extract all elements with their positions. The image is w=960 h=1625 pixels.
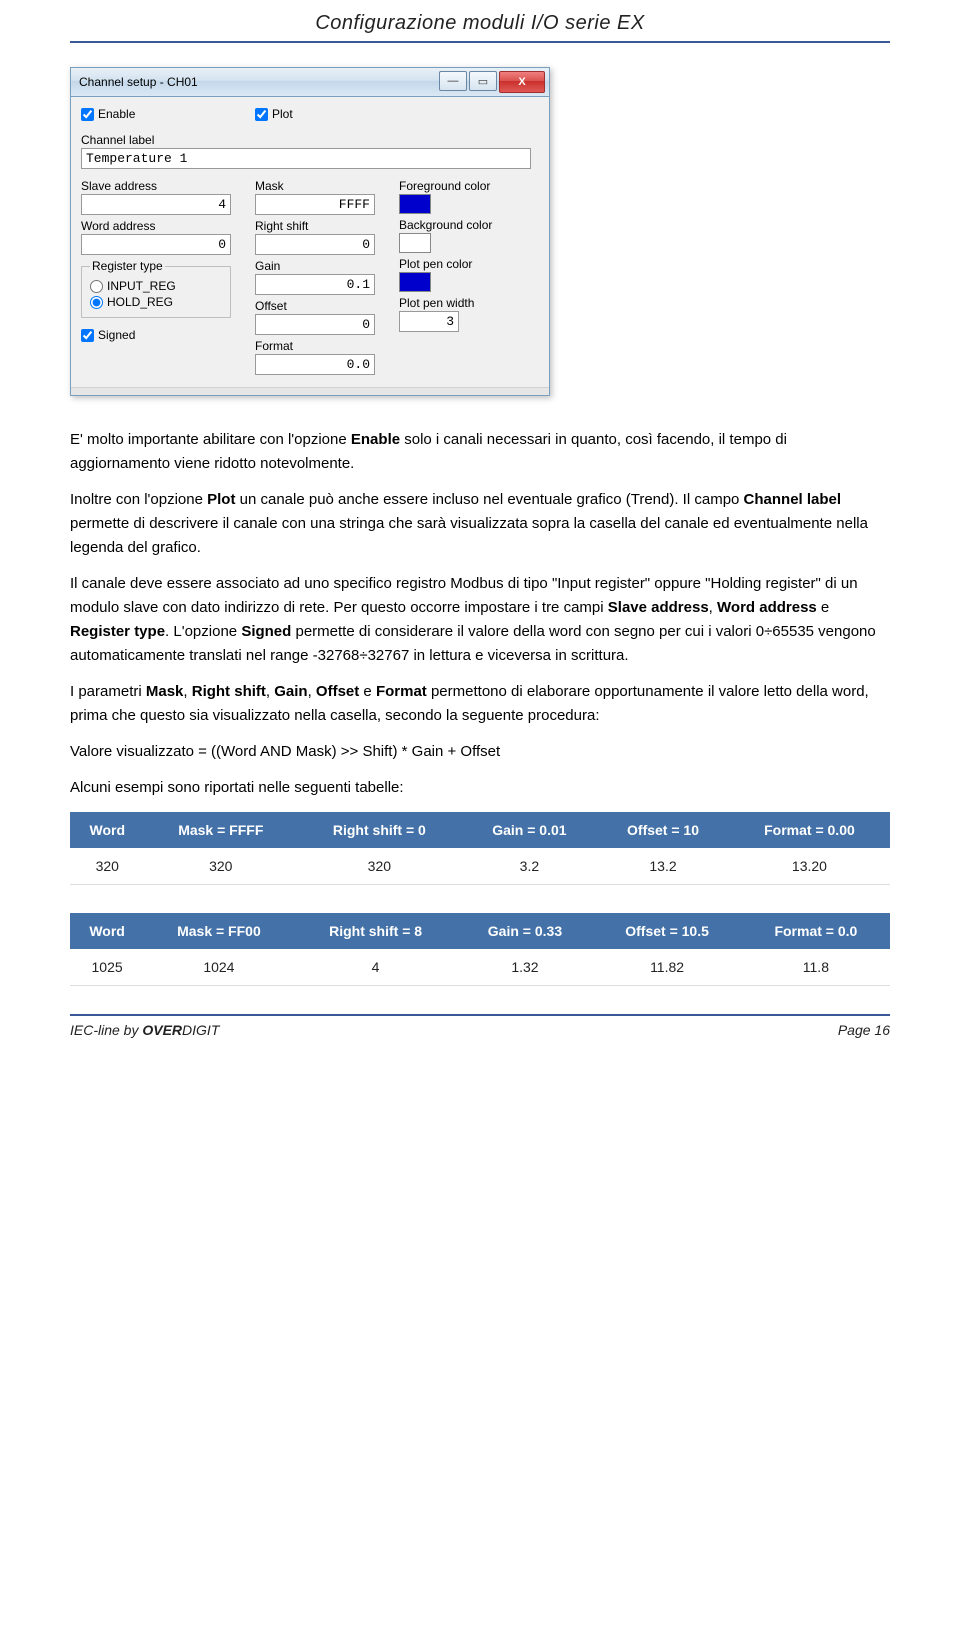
footer-brand-bold: OVER xyxy=(142,1022,182,1038)
t1-h5: Format = 0.00 xyxy=(729,812,890,848)
format-label: Format xyxy=(255,339,375,353)
table-row: 320 320 320 3.2 13.2 13.20 xyxy=(70,848,890,885)
t2-h3: Gain = 0.33 xyxy=(458,913,593,949)
t1-c0: 320 xyxy=(70,848,145,885)
channel-label-label: Channel label xyxy=(81,133,539,147)
enable-checkbox[interactable]: Enable xyxy=(81,107,231,121)
dialog-statusbar xyxy=(71,387,549,395)
paragraph-4: I parametri Mask, Right shift, Gain, Off… xyxy=(70,680,890,728)
column-right: Foreground color Background color Plot p… xyxy=(399,175,539,375)
page-footer: IEC-line by OVERDIGIT Page 16 xyxy=(70,1014,890,1038)
table-header-row: Word Mask = FFFF Right shift = 0 Gain = … xyxy=(70,812,890,848)
t2-h4: Offset = 10.5 xyxy=(592,913,741,949)
foreground-color-swatch[interactable] xyxy=(399,194,431,214)
signed-checkbox-input[interactable] xyxy=(81,329,94,342)
maximize-button[interactable]: ▭ xyxy=(469,71,497,91)
t2-h1: Mask = FF00 xyxy=(144,913,293,949)
t1-c4: 13.2 xyxy=(597,848,729,885)
t1-c2: 320 xyxy=(297,848,462,885)
mask-input[interactable] xyxy=(255,194,375,215)
slave-address-label: Slave address xyxy=(81,179,231,193)
t1-h4: Offset = 10 xyxy=(597,812,729,848)
t2-c4: 11.82 xyxy=(592,949,741,986)
document-header: Configurazione moduli I/O serie EX xyxy=(70,0,890,43)
t1-h1: Mask = FFFF xyxy=(145,812,297,848)
plot-pen-color-label: Plot pen color xyxy=(399,257,539,271)
hold-reg-label: HOLD_REG xyxy=(107,295,173,309)
t1-c1: 320 xyxy=(145,848,297,885)
right-shift-input[interactable] xyxy=(255,234,375,255)
examples-intro: Alcuni esempi sono riportati nelle segue… xyxy=(70,776,890,800)
minimize-button[interactable]: — xyxy=(439,71,467,91)
right-shift-label: Right shift xyxy=(255,219,375,233)
t2-h2: Right shift = 8 xyxy=(294,913,458,949)
t2-c5: 11.8 xyxy=(742,949,890,986)
gain-input[interactable] xyxy=(255,274,375,295)
channel-setup-dialog: Channel setup - CH01 — ▭ X Enable Plot C… xyxy=(70,67,550,396)
slave-address-input[interactable] xyxy=(81,194,231,215)
table-row: 1025 1024 4 1.32 11.82 11.8 xyxy=(70,949,890,986)
paragraph-1: E' molto importante abilitare con l'opzi… xyxy=(70,428,890,476)
word-address-input[interactable] xyxy=(81,234,231,255)
t2-c0: 1025 xyxy=(70,949,144,986)
background-color-label: Background color xyxy=(399,218,539,232)
article-body: E' molto importante abilitare con l'opzi… xyxy=(70,428,890,800)
paragraph-2: Inoltre con l'opzione Plot un canale può… xyxy=(70,488,890,560)
mask-label: Mask xyxy=(255,179,375,193)
t2-c2: 4 xyxy=(294,949,458,986)
example-table-2: Word Mask = FF00 Right shift = 8 Gain = … xyxy=(70,913,890,986)
register-type-legend: Register type xyxy=(90,259,165,273)
enable-label: Enable xyxy=(98,107,135,121)
t1-h0: Word xyxy=(70,812,145,848)
signed-checkbox[interactable]: Signed xyxy=(81,328,231,342)
plot-pen-color-swatch[interactable] xyxy=(399,272,431,292)
t2-h0: Word xyxy=(70,913,144,949)
paragraph-3: Il canale deve essere associato ad uno s… xyxy=(70,572,890,668)
dialog-titlebar[interactable]: Channel setup - CH01 — ▭ X xyxy=(71,68,549,97)
column-middle: Mask Right shift Gain Offset Format xyxy=(255,175,375,375)
background-color-swatch[interactable] xyxy=(399,233,431,253)
plot-label: Plot xyxy=(272,107,293,121)
hold-reg-radio[interactable] xyxy=(90,296,103,309)
table-header-row: Word Mask = FF00 Right shift = 8 Gain = … xyxy=(70,913,890,949)
dialog-body: Enable Plot Channel label Slave address … xyxy=(71,97,549,387)
plot-checkbox[interactable]: Plot xyxy=(255,107,293,121)
close-button[interactable]: X xyxy=(499,71,545,93)
footer-page-number: Page 16 xyxy=(838,1022,890,1038)
register-type-hold-reg[interactable]: HOLD_REG xyxy=(90,295,222,309)
offset-input[interactable] xyxy=(255,314,375,335)
plot-checkbox-input[interactable] xyxy=(255,108,268,121)
footer-brand-ital: DIGIT xyxy=(182,1022,219,1038)
t2-h5: Format = 0.0 xyxy=(742,913,890,949)
format-input[interactable] xyxy=(255,354,375,375)
input-reg-radio[interactable] xyxy=(90,280,103,293)
register-type-group: Register type INPUT_REG HOLD_REG xyxy=(81,259,231,318)
plot-pen-width-input[interactable] xyxy=(399,311,459,332)
gain-label: Gain xyxy=(255,259,375,273)
t1-h3: Gain = 0.01 xyxy=(462,812,597,848)
footer-brand: IEC-line by OVERDIGIT xyxy=(70,1022,219,1038)
t2-c1: 1024 xyxy=(144,949,293,986)
column-left: Slave address Word address Register type… xyxy=(81,175,231,375)
t1-h2: Right shift = 0 xyxy=(297,812,462,848)
footer-left-prefix: IEC-line by xyxy=(70,1022,142,1038)
formula: Valore visualizzato = ((Word AND Mask) >… xyxy=(70,740,890,764)
offset-label: Offset xyxy=(255,299,375,313)
t1-c5: 13.20 xyxy=(729,848,890,885)
dialog-title: Channel setup - CH01 xyxy=(79,75,439,89)
example-table-1: Word Mask = FFFF Right shift = 0 Gain = … xyxy=(70,812,890,885)
t1-c3: 3.2 xyxy=(462,848,597,885)
plot-pen-width-label: Plot pen width xyxy=(399,296,539,310)
enable-checkbox-input[interactable] xyxy=(81,108,94,121)
register-type-input-reg[interactable]: INPUT_REG xyxy=(90,279,222,293)
channel-label-input[interactable] xyxy=(81,148,531,169)
foreground-color-label: Foreground color xyxy=(399,179,539,193)
t2-c3: 1.32 xyxy=(458,949,593,986)
signed-label: Signed xyxy=(98,328,135,342)
word-address-label: Word address xyxy=(81,219,231,233)
window-buttons: — ▭ X xyxy=(439,71,545,93)
input-reg-label: INPUT_REG xyxy=(107,279,176,293)
